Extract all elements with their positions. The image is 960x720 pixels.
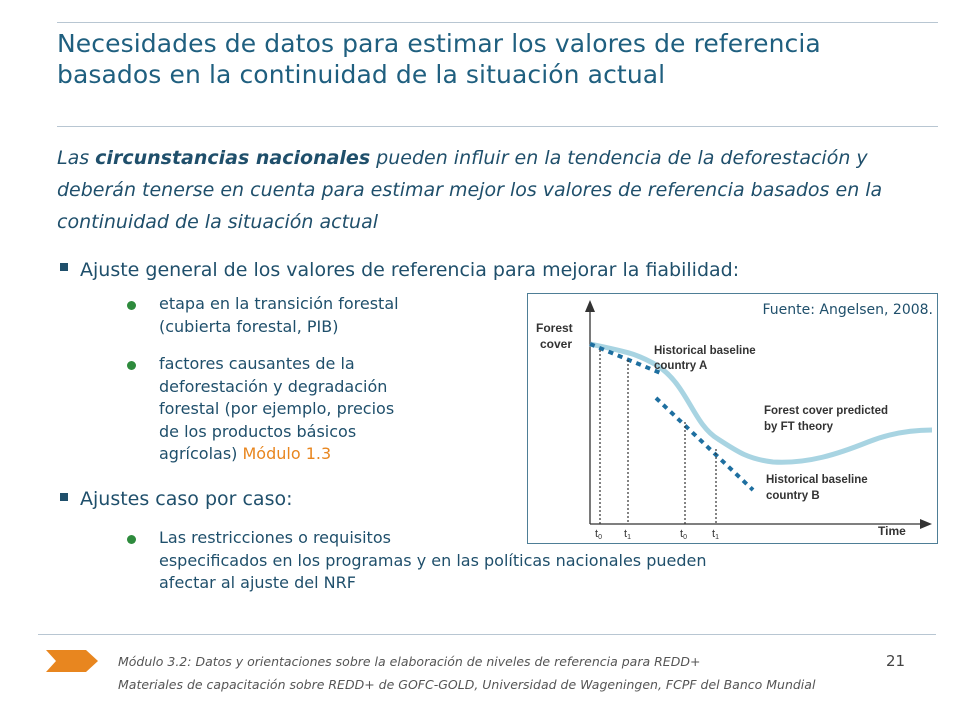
forest-transition-diagram: Forest cover Time Historical baseline co… — [536, 300, 933, 541]
ft-predicted-curve — [589, 341, 933, 465]
intro-paragraph: Las circunstancias nacionales pueden inf… — [57, 147, 883, 233]
label-ft-theory: by FT theory — [764, 421, 834, 433]
page-number: 21 — [886, 652, 906, 670]
tick-t1a: t1 — [624, 528, 631, 541]
x-axis-label: Time — [878, 524, 906, 538]
footer-credits-line: Materiales de capacitación sobre REDD+ d… — [118, 677, 816, 692]
label-country-b: Historical baseline — [766, 474, 868, 486]
label-country-a: Historical baseline — [654, 345, 756, 357]
bullet-square-icon — [60, 493, 68, 501]
footer-rule — [38, 634, 936, 635]
bullet-dot-icon — [127, 361, 136, 370]
chevron-arrow-icon — [46, 650, 98, 672]
module-link[interactable]: Módulo 1.3 — [242, 444, 332, 463]
tick-t0a: t0 — [595, 528, 602, 541]
tick-t0b: t0 — [680, 528, 687, 541]
bullet-case-by-case: Ajustes caso por caso: — [80, 488, 293, 510]
baseline-country-a — [589, 342, 664, 376]
sub-bullet-restrictions: Las restricciones o requisitos especific… — [159, 528, 707, 592]
figure-source: Fuente: Angelsen, 2008. — [762, 302, 933, 318]
top-rule — [57, 22, 938, 23]
bullet-dot-icon — [127, 301, 136, 310]
y-axis-arrow-icon — [585, 300, 595, 312]
bullet-square-icon — [60, 263, 68, 271]
title-rule — [57, 126, 938, 127]
y-axis-label: Forest — [536, 321, 573, 335]
sub-bullet-drivers: factores causantes de la deforestación y… — [159, 354, 395, 463]
label-ft-theory: Forest cover predicted — [764, 405, 888, 417]
y-axis-label: cover — [540, 337, 572, 351]
forest-transition-figure: Fuente: Angelsen, 2008. Forest cover Tim… — [527, 293, 938, 544]
label-country-a: country A — [654, 360, 707, 372]
x-axis-arrow-icon — [920, 519, 932, 529]
bullet-general-adjustment: Ajuste general de los valores de referen… — [80, 259, 740, 281]
slide-title: Necesidades de datos para estimar los va… — [57, 29, 821, 89]
tick-t1b: t1 — [712, 528, 719, 541]
label-country-b: country B — [766, 490, 820, 502]
sub-bullet-forest-transition: etapa en la transición forestal (cubiert… — [159, 294, 399, 336]
baseline-country-b — [654, 396, 755, 492]
bullet-dot-icon — [127, 535, 136, 544]
footer-module-line: Módulo 3.2: Datos y orientaciones sobre … — [118, 654, 701, 669]
intro-emphasis: circunstancias nacionales — [95, 147, 371, 169]
